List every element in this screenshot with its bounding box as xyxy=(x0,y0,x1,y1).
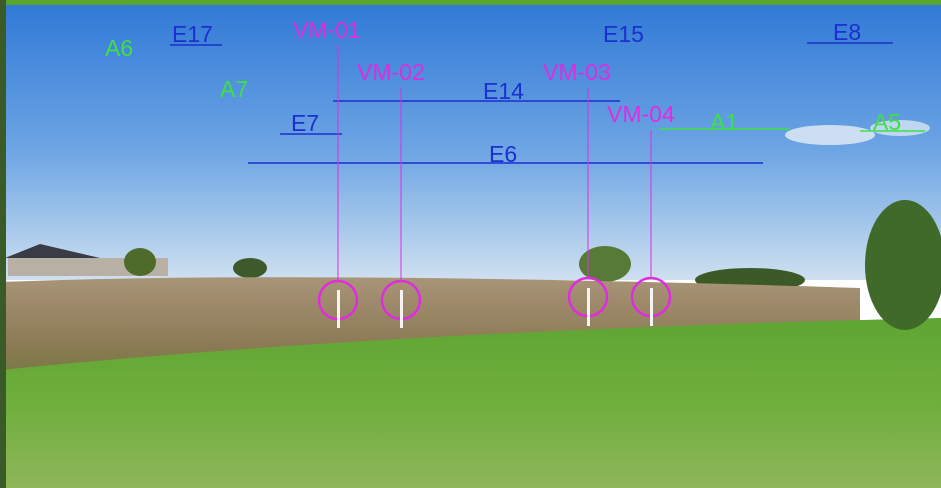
left-edge xyxy=(0,0,6,488)
post xyxy=(400,290,403,328)
sky xyxy=(0,0,941,280)
post xyxy=(650,288,653,326)
label: A7 xyxy=(220,76,248,102)
label: VM-01 xyxy=(293,17,361,43)
tree xyxy=(233,258,267,278)
tree xyxy=(124,248,156,276)
cloud xyxy=(785,125,875,145)
post xyxy=(587,288,590,326)
label: A6 xyxy=(105,35,133,61)
top-bar xyxy=(0,0,941,5)
label: E8 xyxy=(833,19,861,45)
tree xyxy=(579,246,631,282)
label: VM-03 xyxy=(543,59,611,85)
label: E6 xyxy=(489,141,517,167)
label: VM-04 xyxy=(607,101,675,127)
label: E7 xyxy=(291,110,319,136)
green-lines xyxy=(660,128,925,132)
label: VM-02 xyxy=(357,59,425,85)
label: A5 xyxy=(873,109,901,135)
label: A1 xyxy=(710,109,738,135)
posts xyxy=(337,288,653,328)
lawn xyxy=(0,318,941,488)
label: E17 xyxy=(172,21,213,47)
reference-lines xyxy=(170,42,893,164)
tree xyxy=(865,200,941,330)
post xyxy=(337,290,340,328)
label: E14 xyxy=(483,78,524,104)
label: E15 xyxy=(603,21,644,47)
cloud xyxy=(870,120,930,136)
house-roof xyxy=(5,244,100,258)
